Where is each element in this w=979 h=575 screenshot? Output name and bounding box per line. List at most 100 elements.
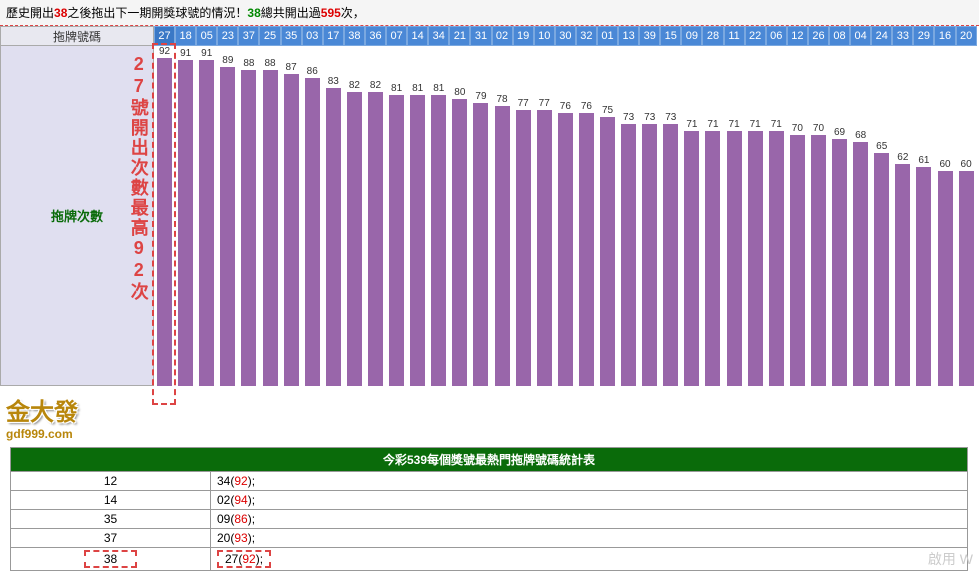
bar-slot: 88 <box>259 46 280 386</box>
table-cell-pick: 02(94); <box>211 491 968 510</box>
bar-value-label: 92 <box>159 46 170 57</box>
table-cell-pick: 20(93); <box>211 529 968 548</box>
bar-slot: 80 <box>449 46 470 386</box>
bar-slot: 78 <box>492 46 513 386</box>
bar <box>663 124 678 386</box>
bar-slot: 71 <box>724 46 745 386</box>
bar-value-label: 60 <box>961 159 972 170</box>
bar <box>389 95 404 386</box>
number-cell: 10 <box>534 26 555 46</box>
bar <box>452 99 467 386</box>
number-cell: 29 <box>913 26 934 46</box>
bar <box>938 171 953 386</box>
bar-slot: 71 <box>745 46 766 386</box>
bar-value-label: 62 <box>897 152 908 163</box>
number-cell: 36 <box>365 26 386 46</box>
bar-value-label: 73 <box>665 112 676 123</box>
number-cell: 22 <box>745 26 766 46</box>
number-cell: 14 <box>407 26 428 46</box>
number-cell: 15 <box>660 26 681 46</box>
number-cell: 18 <box>175 26 196 46</box>
number-cell: 04 <box>850 26 871 46</box>
number-cell: 16 <box>934 26 955 46</box>
bar-value-label: 65 <box>876 141 887 152</box>
bar <box>621 124 636 386</box>
bar-value-label: 76 <box>581 101 592 112</box>
bar-value-label: 86 <box>307 66 318 77</box>
number-cell: 19 <box>513 26 534 46</box>
number-cell: 12 <box>787 26 808 46</box>
bar-value-label: 83 <box>328 76 339 87</box>
bar-slot: 91 <box>175 46 196 386</box>
bar <box>874 153 889 386</box>
bars-row: 9291918988888786838282818181807978777776… <box>154 46 979 386</box>
bar-slot: 73 <box>639 46 660 386</box>
bar-value-label: 81 <box>412 83 423 94</box>
bar-value-label: 75 <box>602 105 613 116</box>
bar-slot: 60 <box>956 46 977 386</box>
annotation-vertical: 27號開出次數最高92次 <box>128 54 148 302</box>
number-cell: 31 <box>470 26 491 46</box>
bar <box>959 171 974 386</box>
bar-slot: 86 <box>302 46 323 386</box>
bar-value-label: 71 <box>707 119 718 130</box>
bar <box>347 92 362 386</box>
bar-value-label: 61 <box>918 155 929 166</box>
bar-value-label: 79 <box>475 91 486 102</box>
number-cell: 06 <box>766 26 787 46</box>
bar-slot: 71 <box>702 46 723 386</box>
bar-value-label: 71 <box>771 119 782 130</box>
bar-slot: 70 <box>787 46 808 386</box>
bar <box>410 95 425 386</box>
bar-slot: 71 <box>681 46 702 386</box>
bar-slot: 62 <box>892 46 913 386</box>
bar <box>727 131 742 386</box>
bar <box>895 164 910 386</box>
number-cell: 01 <box>597 26 618 46</box>
stats-table: 今彩539每個獎號最熱門拖牌號碼統計表 1234(92);1402(94);35… <box>10 447 968 571</box>
bar-value-label: 73 <box>644 112 655 123</box>
bar-value-label: 77 <box>518 98 529 109</box>
header-description: 歷史開出38之後拖出下一期開獎球號的情況！38總共開出過595次， <box>0 0 979 26</box>
table-title: 今彩539每個獎號最熱門拖牌號碼統計表 <box>11 448 968 472</box>
bar-value-label: 78 <box>496 94 507 105</box>
bar-slot: 75 <box>597 46 618 386</box>
table-cell-num: 12 <box>11 472 211 491</box>
bar-value-label: 70 <box>813 123 824 134</box>
number-cell: 37 <box>238 26 259 46</box>
bar-slot: 82 <box>344 46 365 386</box>
number-cell: 26 <box>808 26 829 46</box>
table-row: 3720(93); <box>11 529 968 548</box>
number-cell: 39 <box>639 26 660 46</box>
bar-value-label: 69 <box>834 127 845 138</box>
row-header-numbers: 拖牌號碼 <box>0 26 154 46</box>
bar-slot: 81 <box>386 46 407 386</box>
table-cell-pick: 09(86); <box>211 510 968 529</box>
bar-value-label: 82 <box>370 80 381 91</box>
bar <box>178 60 193 386</box>
table-cell-num: 14 <box>11 491 211 510</box>
bar <box>705 131 720 386</box>
number-cell: 33 <box>892 26 913 46</box>
number-cell: 03 <box>302 26 323 46</box>
bar <box>790 135 805 386</box>
bar <box>368 92 383 386</box>
bar-slot: 83 <box>323 46 344 386</box>
table-row: 3509(86); <box>11 510 968 529</box>
bar-slot: 68 <box>850 46 871 386</box>
bar-slot: 88 <box>238 46 259 386</box>
bar-value-label: 89 <box>222 55 233 66</box>
number-cell: 38 <box>344 26 365 46</box>
bar-value-label: 81 <box>433 83 444 94</box>
bar <box>199 60 214 386</box>
brand-logo: 金大發 gdf999.com <box>0 386 979 447</box>
bar-slot: 69 <box>829 46 850 386</box>
bar <box>220 67 235 386</box>
bar-value-label: 87 <box>286 62 297 73</box>
bar-slot: 82 <box>365 46 386 386</box>
bar-value-label: 81 <box>391 83 402 94</box>
bar-value-label: 71 <box>729 119 740 130</box>
bar <box>684 131 699 386</box>
bar-slot: 65 <box>871 46 892 386</box>
bar-value-label: 80 <box>454 87 465 98</box>
